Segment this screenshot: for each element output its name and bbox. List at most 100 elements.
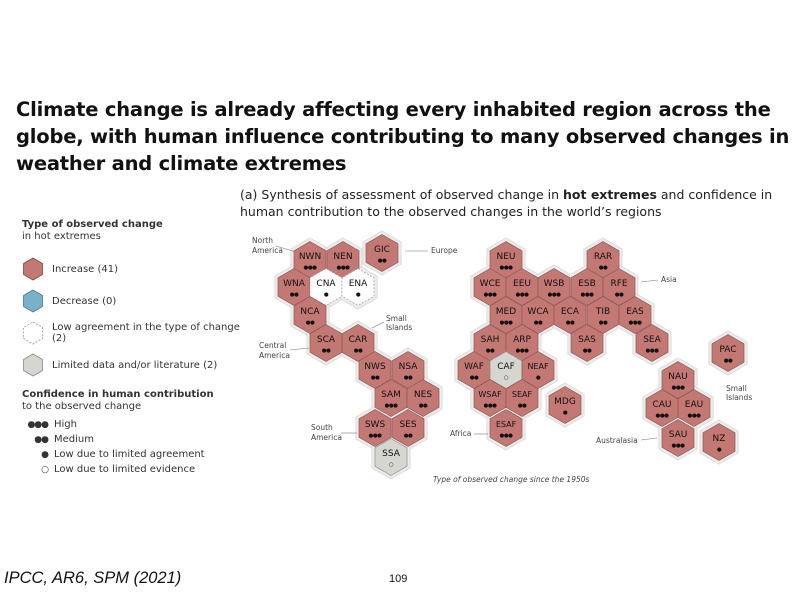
region-hexagon [341, 268, 375, 306]
legend-type-item: Increase (41) [22, 253, 252, 285]
region-confidence-dots: ●● [599, 320, 608, 326]
region-confidence-dots: ●●● [500, 320, 514, 326]
slide-title: Climate change is already affecting ever… [16, 98, 790, 175]
region-code: SES [399, 420, 416, 430]
region-code: WNA [283, 279, 306, 289]
region-hexagon [548, 386, 582, 424]
continent-label: Australasia [596, 436, 638, 445]
region-confidence-dots: ● [356, 292, 361, 298]
region-confidence-dots: ●● [290, 292, 299, 298]
region-confidence-dots: ●● [486, 348, 495, 354]
legend-type-title: Type of observed change [22, 219, 163, 230]
region-eas: EAS ●●● [618, 296, 652, 334]
continent-label: Islands [726, 393, 752, 402]
legend-type-label: Low agreement in the type of change (2) [52, 322, 240, 344]
continent-label: Small [386, 314, 407, 323]
region-confidence-dots: ●● [354, 348, 363, 354]
region-hexagon [341, 324, 375, 362]
region-nes: NES ●● [406, 379, 440, 417]
region-confidence-dots: ●●● [500, 433, 514, 439]
region-hexagon [702, 423, 736, 461]
region-code: ARP [513, 335, 531, 345]
region-eca: ECA ●● [553, 296, 587, 334]
continent-label: Small [726, 384, 747, 393]
region-confidence-dots: ●● [724, 358, 733, 364]
region-confidence-dots: ●● [404, 433, 413, 439]
legend-type-item: Limited data and/or literature (2) [22, 349, 252, 381]
continent-leader-line [640, 279, 659, 283]
region-confidence-dots: ●●● [369, 433, 383, 439]
map-footnote: Type of observed change since the 1950s [433, 475, 590, 484]
region-code: SAU [669, 430, 688, 440]
legend-type-label: Limited data and/or literature (2) [52, 359, 218, 371]
region-code: ESB [578, 279, 596, 289]
region-hexagon [358, 409, 392, 447]
region-hexagon [635, 324, 669, 362]
region-confidence-dots: ●● [470, 375, 479, 381]
region-code: ESAF [496, 420, 517, 429]
subtitle-prefix: (a) Synthesis of assessment of observed … [240, 187, 563, 202]
region-confidence-dots: ●●● [672, 385, 686, 391]
region-confidence-dots: ●●● [500, 265, 514, 271]
continent-leader-line [371, 321, 385, 329]
region-code: NEAF [527, 362, 549, 371]
region-code: NWS [364, 362, 386, 372]
region-hexagon [489, 409, 523, 447]
region-code: NWN [299, 252, 321, 262]
legend-type-label: Increase (41) [52, 263, 119, 275]
region-code: SCA [317, 335, 336, 345]
region-code: CNA [316, 279, 336, 289]
confidence-dots: ○ [41, 464, 49, 475]
legend-confidence-list: ●●● High ●● Medium ● Low due to limited agree… [22, 417, 252, 477]
region-car: CAR ●● [341, 324, 375, 362]
region-confidence-dots: ●● [518, 403, 527, 409]
region-confidence-dots: ●●● [385, 403, 399, 409]
panel-subtitle: (a) Synthesis of assessment of observed … [240, 186, 780, 220]
region-hexagon [374, 438, 408, 476]
region-code: WCA [527, 307, 549, 317]
region-confidence-dots: ●● [599, 265, 608, 271]
region-confidence-dots: ●● [566, 320, 575, 326]
region-confidence-dots: ●●● [304, 265, 318, 271]
region-confidence-dots: ● [717, 447, 722, 453]
region-code: RFE [610, 279, 627, 289]
region-hexagon [505, 379, 539, 417]
region-code: SAS [578, 335, 596, 345]
continent-label: Central [259, 341, 286, 350]
region-arp: ARP ●●● [505, 324, 539, 362]
region-confidence-dots: ●● [404, 375, 413, 381]
region-eau: EAU ●●● [677, 389, 711, 427]
region-hexagon [618, 296, 652, 334]
region-code: NZ [713, 434, 726, 444]
region-code: NAU [668, 372, 687, 382]
region-hexagon [677, 389, 711, 427]
region-hexagon [570, 324, 604, 362]
continent-label: Islands [386, 323, 412, 332]
legend-type-list: Increase (41) Decrease (0) Low agreement i… [22, 253, 252, 381]
continent-label: North [252, 236, 273, 245]
region-code: RAR [594, 252, 612, 262]
confidence-label: Low due to limited evidence [54, 464, 196, 475]
region-confidence-dots: ● [563, 410, 568, 416]
region-ses: SES ●● [391, 409, 425, 447]
subtitle-suffix: and confidence in human contribution to … [240, 187, 773, 219]
region-code: ECA [561, 307, 580, 317]
region-confidence-dots: ●● [306, 320, 315, 326]
continent-label: America [311, 433, 342, 442]
region-hexagon [365, 234, 399, 272]
region-code: GIC [374, 245, 390, 255]
region-confidence-dots: ●●● [516, 348, 530, 354]
region-confidence-dots: ●● [322, 348, 331, 354]
region-confidence-dots: ●●● [484, 292, 498, 298]
source-citation: IPCC, AR6, SPM (2021) [4, 569, 182, 587]
region-confidence-dots: ●●● [337, 265, 351, 271]
region-confidence-dots: ●●● [688, 413, 702, 419]
region-sea: SEA ●●● [635, 324, 669, 362]
region-confidence-dots: ●●● [672, 443, 686, 449]
region-code: NEN [333, 252, 352, 262]
region-confidence-dots: ●● [371, 375, 380, 381]
region-confidence-dots: ●● [378, 258, 387, 264]
region-code: MDG [554, 397, 576, 407]
region-sas: SAS ●● [570, 324, 604, 362]
